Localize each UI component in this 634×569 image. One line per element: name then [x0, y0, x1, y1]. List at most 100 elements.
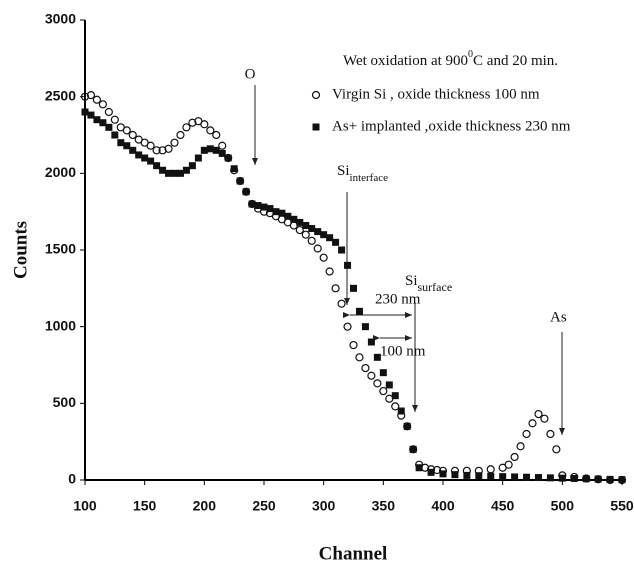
point: [486, 465, 495, 474]
point: [194, 154, 202, 162]
annotation: 100 nm: [380, 343, 426, 359]
point: [499, 473, 507, 481]
legend-label: As+ implanted ,oxide thickness 230 nm: [332, 118, 571, 134]
point: [391, 402, 400, 411]
point: [230, 165, 238, 173]
point: [152, 146, 161, 155]
point: [206, 126, 215, 135]
x-tick-label: 450: [491, 498, 515, 514]
point: [92, 95, 102, 104]
point: [427, 468, 435, 476]
point: [511, 473, 519, 481]
point: [546, 429, 555, 439]
point: [266, 205, 274, 213]
point: [475, 472, 483, 480]
point: [325, 267, 334, 276]
point: [159, 166, 167, 174]
point: [320, 231, 328, 239]
point: [379, 386, 388, 396]
point: [618, 476, 626, 484]
point: [272, 208, 280, 216]
x-axis-title: Channel: [319, 543, 388, 564]
point: [350, 284, 357, 292]
point: [122, 126, 131, 135]
point: [332, 238, 340, 246]
point: [170, 138, 179, 147]
point: [81, 108, 89, 116]
point: [379, 369, 387, 377]
point: [260, 203, 268, 211]
point: [546, 474, 554, 482]
point: [385, 394, 394, 403]
point: [361, 363, 370, 373]
point: [289, 221, 298, 230]
point: [123, 142, 131, 150]
point: [337, 299, 346, 308]
point: [200, 120, 209, 129]
point: [522, 429, 531, 439]
point: [141, 154, 149, 162]
point: [242, 188, 250, 196]
point: [409, 445, 417, 453]
x-tick-label: 400: [431, 498, 455, 514]
point: [146, 141, 155, 150]
point: [331, 284, 340, 293]
point: [385, 381, 393, 389]
point: [218, 149, 226, 157]
point: [463, 471, 471, 479]
point: [534, 409, 543, 419]
point: [188, 162, 196, 170]
y-tick-label: 2000: [45, 164, 76, 180]
point: [176, 130, 185, 140]
point: [415, 464, 423, 472]
point: [344, 261, 352, 269]
point: [224, 154, 232, 162]
point: [594, 475, 602, 483]
point: [206, 145, 214, 153]
point: [301, 230, 310, 239]
point: [451, 471, 459, 479]
point: [86, 91, 96, 100]
point: [403, 422, 411, 430]
point: [391, 392, 399, 400]
point: [87, 111, 95, 119]
point: [164, 144, 173, 153]
y-tick-label: 500: [53, 394, 77, 410]
point: [338, 246, 346, 254]
point: [147, 157, 155, 165]
point: [93, 116, 101, 124]
x-tick-label: 550: [610, 498, 634, 514]
point: [158, 146, 167, 155]
point: [361, 323, 369, 331]
point: [319, 253, 328, 262]
point: [176, 169, 184, 177]
point: [523, 473, 531, 481]
point: [534, 474, 542, 482]
point: [558, 474, 566, 482]
y-tick-label: 2500: [45, 87, 76, 103]
point: [528, 419, 537, 428]
point: [606, 475, 614, 483]
point: [218, 141, 227, 150]
y-tick-label: 0: [68, 471, 76, 487]
annotation: As: [550, 309, 567, 325]
point: [373, 379, 382, 388]
x-tick-label: 100: [73, 498, 97, 514]
point: [349, 340, 358, 350]
point: [302, 221, 310, 229]
point: [504, 460, 513, 469]
point: [254, 202, 262, 210]
annotation: Siinterface: [337, 163, 388, 183]
point: [212, 130, 221, 140]
point: [355, 353, 364, 362]
point: [397, 407, 405, 415]
point: [314, 228, 322, 236]
point: [570, 474, 578, 482]
annotation: 230 nm: [375, 291, 421, 307]
point: [117, 139, 125, 147]
y-tick-label: 1000: [45, 317, 76, 333]
point: [373, 353, 381, 361]
point: [248, 200, 256, 208]
point: [284, 212, 292, 220]
